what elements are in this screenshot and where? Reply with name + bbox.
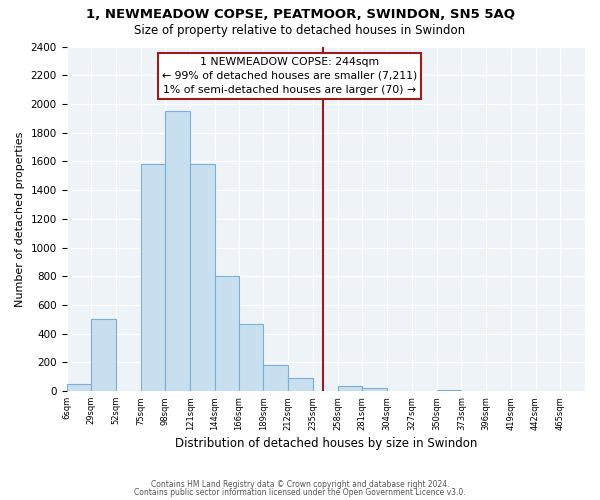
X-axis label: Distribution of detached houses by size in Swindon: Distribution of detached houses by size …	[175, 437, 477, 450]
Text: 1, NEWMEADOW COPSE, PEATMOOR, SWINDON, SN5 5AQ: 1, NEWMEADOW COPSE, PEATMOOR, SWINDON, S…	[86, 8, 515, 20]
Text: Size of property relative to detached houses in Swindon: Size of property relative to detached ho…	[134, 24, 466, 37]
Bar	[215, 276, 239, 391]
Text: Contains public sector information licensed under the Open Government Licence v3: Contains public sector information licen…	[134, 488, 466, 497]
Bar	[437, 390, 461, 391]
Bar	[338, 386, 362, 391]
Text: 1 NEWMEADOW COPSE: 244sqm
← 99% of detached houses are smaller (7,211)
1% of sem: 1 NEWMEADOW COPSE: 244sqm ← 99% of detac…	[162, 57, 417, 95]
Bar	[263, 364, 288, 391]
Bar	[362, 388, 387, 391]
Bar	[239, 324, 263, 391]
Bar	[141, 164, 166, 391]
Bar	[190, 164, 215, 391]
Bar	[91, 320, 116, 391]
Bar	[67, 384, 91, 391]
Text: Contains HM Land Registry data © Crown copyright and database right 2024.: Contains HM Land Registry data © Crown c…	[151, 480, 449, 489]
Y-axis label: Number of detached properties: Number of detached properties	[15, 131, 25, 306]
Bar	[166, 111, 190, 391]
Bar	[288, 378, 313, 391]
